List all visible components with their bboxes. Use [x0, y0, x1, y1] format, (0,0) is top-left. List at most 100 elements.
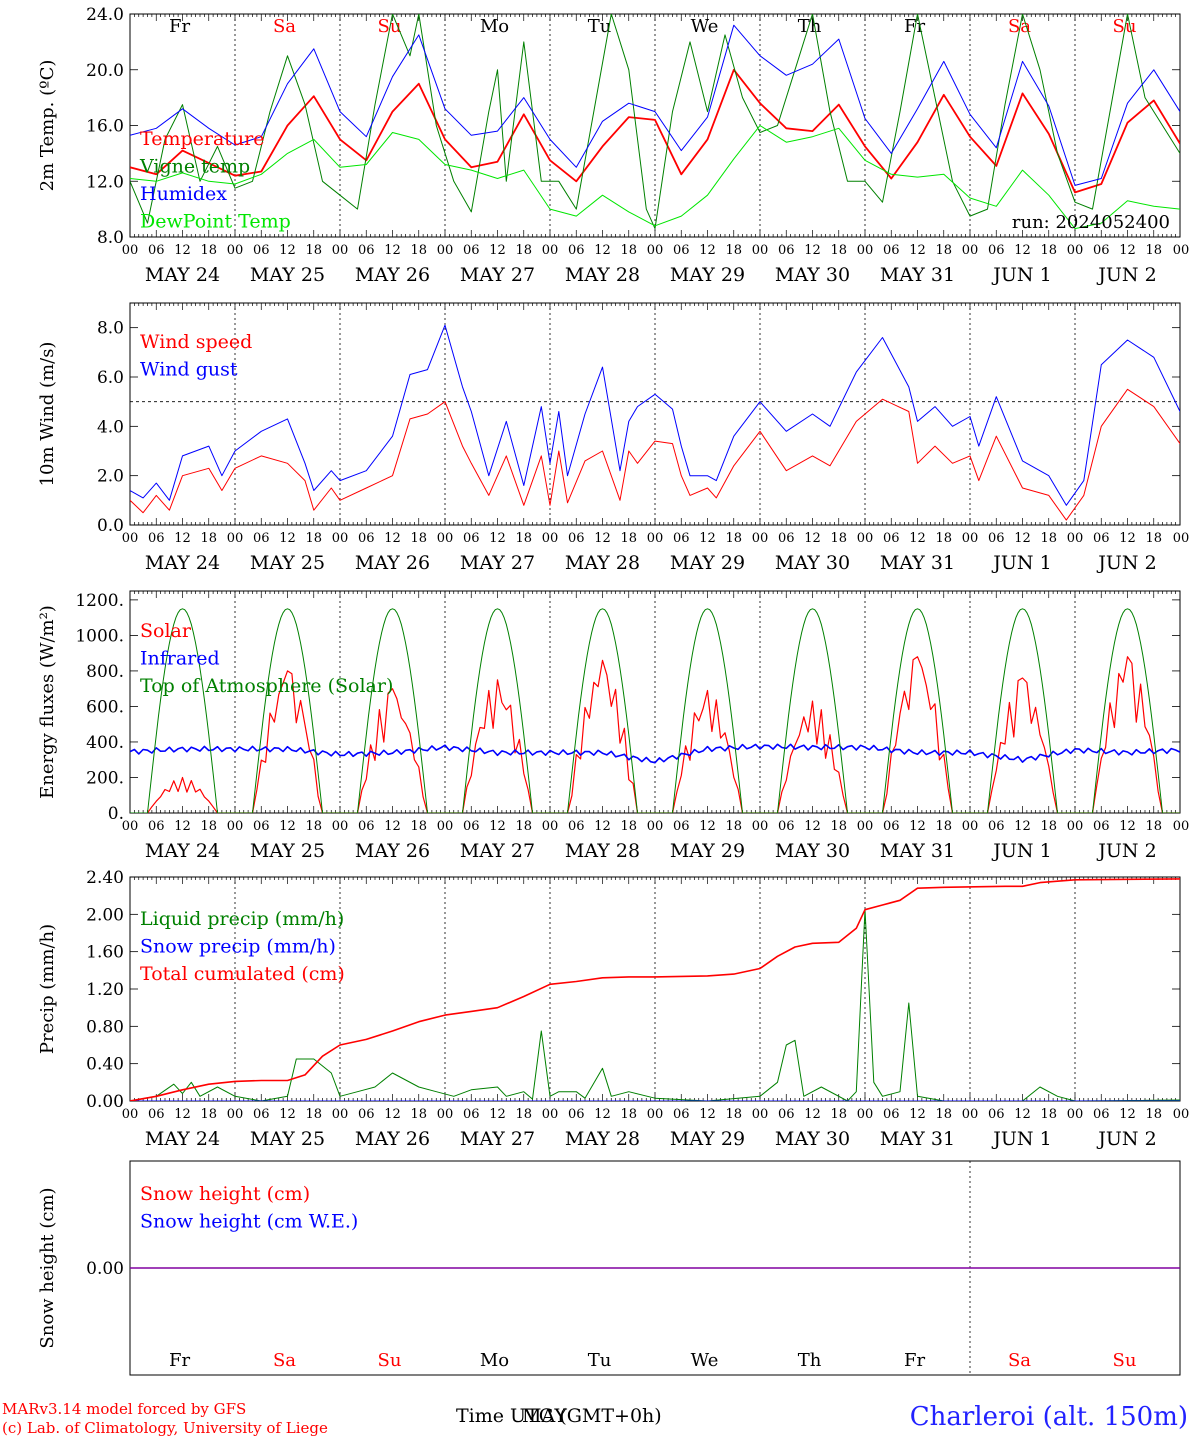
hour-tick-label: 18: [830, 819, 847, 834]
y-tick-label: 0.40: [86, 1055, 124, 1075]
hour-tick-label: 12: [594, 531, 611, 546]
hour-tick-label: 06: [1093, 531, 1110, 546]
series-line-solar: [147, 656, 1180, 813]
weekday-label: Su: [1113, 16, 1137, 37]
y-tick-label: 0.: [108, 804, 124, 824]
legend-item: Total cumulated (cm): [140, 963, 345, 985]
y-axis-title: 10m Wind (m/s): [37, 342, 58, 487]
hour-tick-label: 06: [988, 1107, 1005, 1122]
series-line-liquid-precip-mm-h-: [130, 909, 1180, 1101]
series-line-dewpoint-temp: [130, 125, 1180, 230]
hour-tick-label: 06: [463, 531, 480, 546]
weekday-label: Tu: [588, 1350, 612, 1371]
date-label: MAY 30: [775, 840, 850, 862]
date-label: MAY 27: [460, 1128, 535, 1150]
hour-tick-label: 06: [673, 1107, 690, 1122]
hour-tick-label: 12: [384, 1107, 401, 1122]
legend-item: Solar: [140, 620, 192, 642]
date-label: MAY 31: [880, 264, 955, 286]
hour-tick-label: 12: [594, 1107, 611, 1122]
hour-tick-label: 12: [909, 819, 926, 834]
hour-tick-label: 00: [962, 1107, 979, 1122]
hour-tick-label: 12: [489, 819, 506, 834]
date-label: JUN 1: [991, 840, 1051, 862]
y-tick-label: 2.00: [86, 905, 124, 925]
hour-tick-label: 12: [909, 1107, 926, 1122]
hour-tick-label: 12: [804, 819, 821, 834]
hour-tick-label: 18: [515, 819, 532, 834]
hour-tick-label: 12: [384, 243, 401, 258]
hour-tick-label: 18: [725, 243, 742, 258]
legend-item: Humidex: [140, 183, 227, 205]
hour-tick-label: 18: [410, 243, 427, 258]
station-name: Charleroi (alt. 150m): [909, 1402, 1188, 1432]
date-label: MAY 26: [355, 552, 430, 574]
hour-tick-label: 06: [568, 531, 585, 546]
hour-tick-label: 00: [122, 531, 139, 546]
hour-tick-label: 12: [1014, 531, 1031, 546]
weekday-label: We: [691, 16, 719, 37]
date-label: JUN 1: [991, 264, 1051, 286]
hour-tick-label: 06: [673, 243, 690, 258]
hour-tick-label: 06: [148, 243, 165, 258]
hour-tick-label: 00: [122, 243, 139, 258]
hour-tick-label: 06: [463, 243, 480, 258]
hour-tick-label: 00: [542, 819, 559, 834]
date-label: MAY 25: [250, 552, 325, 574]
hour-tick-label: 00: [332, 819, 349, 834]
date-label: MAY 31: [880, 552, 955, 574]
run-label: run: 2024052400: [1012, 212, 1170, 233]
hour-tick-label: 06: [1093, 243, 1110, 258]
hour-tick-label: 18: [725, 1107, 742, 1122]
date-label: MAY 29: [670, 552, 745, 574]
y-tick-label: 20.0: [86, 61, 124, 81]
date-label: MAY 29: [670, 1128, 745, 1150]
hour-tick-label: 00: [1173, 819, 1190, 834]
hour-tick-label: 06: [253, 1107, 270, 1122]
y-tick-label: 8.0: [97, 319, 124, 339]
hour-tick-label: 12: [489, 1107, 506, 1122]
hour-tick-label: 12: [1014, 819, 1031, 834]
hour-tick-label: 06: [883, 531, 900, 546]
y-tick-label: 2.0: [97, 467, 124, 487]
hour-tick-label: 00: [437, 819, 454, 834]
hour-tick-label: 06: [463, 1107, 480, 1122]
date-label: MAY 30: [775, 1128, 850, 1150]
weekday-label: Mo: [480, 1350, 509, 1371]
series-line-infrared: [130, 743, 1180, 764]
hour-tick-label: 00: [332, 1107, 349, 1122]
y-tick-label: 16.0: [86, 117, 124, 137]
hour-tick-label: 00: [752, 819, 769, 834]
date-label: MAY 30: [775, 264, 850, 286]
legend-item: Wind speed: [140, 331, 252, 353]
date-label: MAY 28: [565, 1128, 640, 1150]
hour-tick-label: 12: [594, 243, 611, 258]
hour-tick-label: 12: [279, 1107, 296, 1122]
hour-tick-label: 06: [883, 1107, 900, 1122]
hour-tick-label: 00: [227, 531, 244, 546]
y-axis-title: Energy fluxes (W/m²): [37, 605, 58, 799]
hour-tick-label: 12: [804, 1107, 821, 1122]
weekday-label: Sa: [273, 1350, 296, 1371]
y-tick-label: 6.0: [97, 368, 124, 388]
hour-tick-label: 06: [568, 819, 585, 834]
model-credit: MARv3.14 model forced by GFS: [2, 1400, 247, 1418]
hour-tick-label: 18: [620, 819, 637, 834]
hour-tick-label: 12: [174, 531, 191, 546]
weekday-label: Tu: [588, 16, 612, 37]
date-label: MAY 28: [565, 552, 640, 574]
hour-tick-label: 06: [358, 531, 375, 546]
hour-tick-label: 18: [305, 243, 322, 258]
hour-tick-label: 12: [174, 243, 191, 258]
hour-tick-label: 18: [410, 1107, 427, 1122]
hour-tick-label: 12: [174, 819, 191, 834]
series-line-wind-gust: [130, 324, 1180, 506]
hour-tick-label: 18: [935, 243, 952, 258]
date-label: MAY 31: [880, 840, 955, 862]
weekday-label: Fr: [169, 16, 190, 37]
hour-tick-label: 00: [227, 1107, 244, 1122]
hour-tick-label: 18: [1145, 531, 1162, 546]
hour-tick-label: 06: [988, 531, 1005, 546]
y-tick-label: 200.: [86, 768, 124, 788]
